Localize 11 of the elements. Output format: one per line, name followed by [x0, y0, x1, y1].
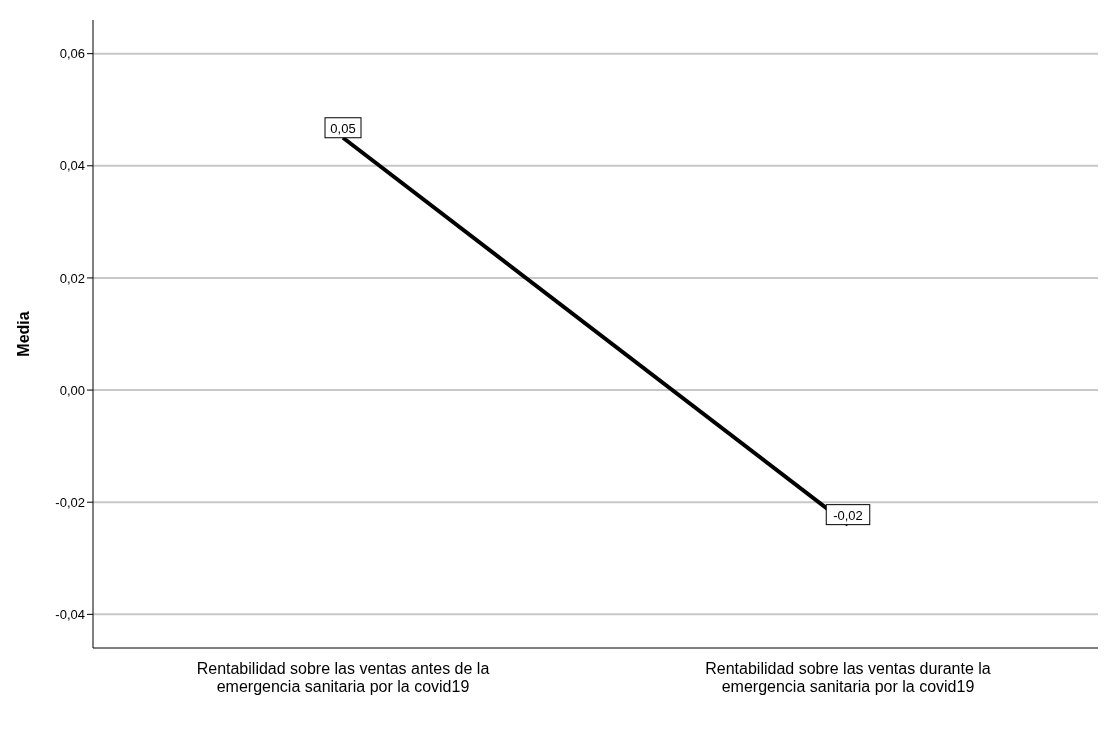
x-tick-label: Rentabilidad sobre las ventas antes de la emergencia sanitaria por la covid19	[196, 660, 490, 695]
y-tick-label: 0,06	[59, 46, 85, 62]
y-tick-label: 0,04	[59, 158, 85, 174]
y-tick-label: 0,02	[59, 270, 85, 286]
y-tick-label: -0,04	[55, 606, 85, 622]
x-tick-label: Rentabilidad sobre las ventas durante la emergencia sanitaria por la covid19	[705, 660, 991, 695]
y-tick-label: 0,00	[59, 382, 85, 398]
data-label: -0,02	[833, 507, 863, 523]
y-tick-label: -0,02	[55, 494, 85, 510]
y-axis-title: Media	[14, 311, 32, 357]
data-label: 0,05	[330, 120, 356, 136]
